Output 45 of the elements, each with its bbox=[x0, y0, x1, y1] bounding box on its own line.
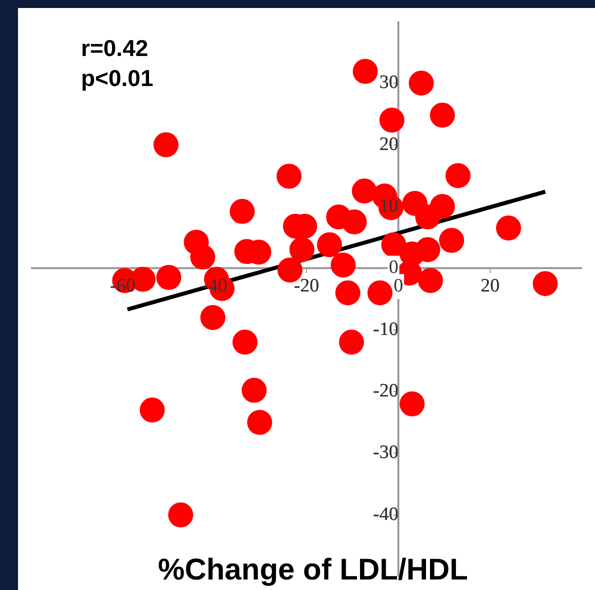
y-tick-label: 0 bbox=[388, 257, 398, 278]
annotation: r=0.42 bbox=[81, 34, 148, 61]
x-tick-label: 20 bbox=[480, 276, 500, 297]
point bbox=[352, 178, 377, 204]
point bbox=[532, 271, 558, 296]
point bbox=[247, 410, 272, 435]
point bbox=[400, 391, 425, 416]
y-tick-label: -10 bbox=[373, 318, 398, 340]
point bbox=[316, 232, 342, 258]
point bbox=[408, 70, 434, 96]
point bbox=[381, 232, 406, 258]
point bbox=[190, 244, 216, 270]
point bbox=[418, 268, 443, 293]
point bbox=[339, 330, 364, 355]
y-tick-label: 20 bbox=[379, 134, 398, 155]
y-tick-label: 10 bbox=[379, 195, 398, 216]
point bbox=[168, 502, 194, 528]
point bbox=[242, 378, 267, 403]
point bbox=[153, 132, 178, 158]
point bbox=[276, 164, 302, 189]
x-tick-label: -20 bbox=[294, 276, 320, 297]
point bbox=[367, 280, 392, 306]
point bbox=[140, 398, 165, 423]
point bbox=[330, 252, 356, 278]
point bbox=[156, 264, 182, 290]
y-tick-label: -30 bbox=[373, 442, 398, 464]
annotation: p<0.01 bbox=[81, 64, 154, 91]
point bbox=[439, 228, 464, 253]
point bbox=[446, 163, 471, 188]
point bbox=[230, 198, 255, 224]
y-tick-label: -40 bbox=[373, 504, 398, 525]
point bbox=[200, 305, 226, 330]
point bbox=[415, 237, 440, 262]
point bbox=[415, 204, 440, 230]
point bbox=[379, 108, 404, 133]
point bbox=[289, 237, 314, 262]
point bbox=[232, 330, 258, 355]
y-tick-label: 30 bbox=[379, 72, 398, 94]
point bbox=[342, 209, 367, 234]
point bbox=[430, 102, 455, 128]
x-axis-title: %Change of LDL/HDL bbox=[158, 553, 468, 586]
point bbox=[352, 58, 378, 84]
point bbox=[335, 280, 360, 306]
point bbox=[496, 216, 522, 241]
y-tick-label: -20 bbox=[373, 380, 398, 402]
